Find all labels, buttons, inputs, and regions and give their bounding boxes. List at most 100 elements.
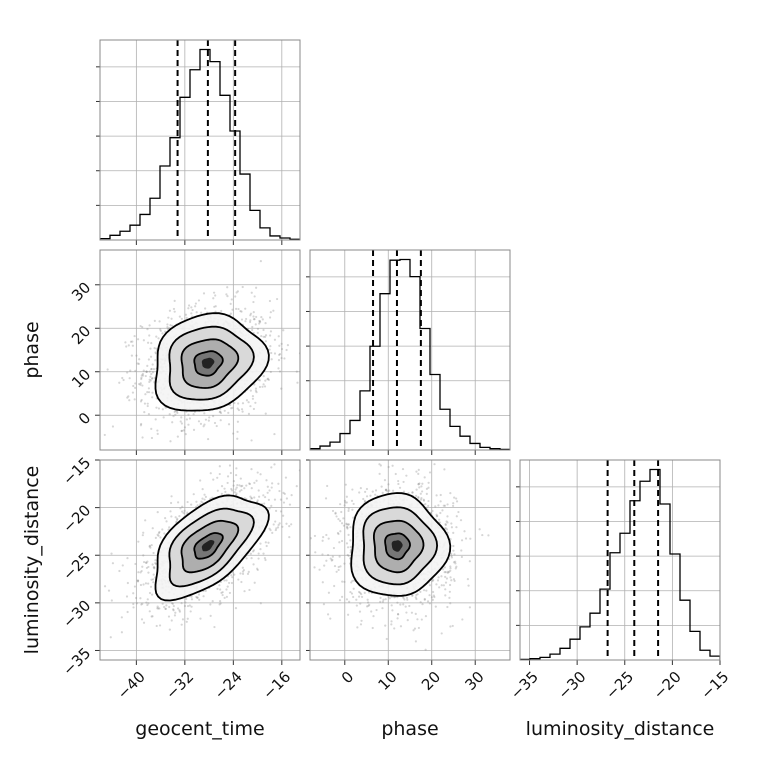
sample-point (258, 385, 262, 389)
sample-point (347, 507, 350, 510)
sample-point (145, 370, 148, 373)
sample-point (278, 489, 281, 493)
sample-point (417, 626, 420, 630)
sample-point (109, 636, 112, 639)
sample-point (342, 524, 346, 527)
sample-point (412, 629, 415, 632)
sample-point (157, 531, 161, 535)
sample-point (191, 308, 194, 312)
sample-point (169, 510, 172, 513)
sample-point (247, 412, 251, 415)
sample-point (103, 585, 107, 588)
sample-point (136, 579, 139, 582)
sample-point (132, 606, 135, 609)
sample-point (151, 615, 154, 618)
sample-point (219, 602, 222, 605)
sample-point (481, 533, 484, 537)
sample-point (166, 326, 169, 329)
sample-point (414, 596, 417, 599)
sample-point (401, 467, 405, 471)
sample-point (358, 590, 361, 594)
sample-point (256, 568, 259, 572)
sample-point (288, 503, 292, 506)
sample-point (278, 353, 281, 356)
sample-point (245, 484, 248, 487)
sample-point (262, 328, 265, 332)
sample-point (433, 463, 436, 466)
sample-point (448, 570, 451, 573)
sample-point (145, 370, 148, 374)
sample-point (271, 482, 274, 485)
sample-point (126, 557, 129, 560)
sample-point (415, 593, 418, 597)
sample-point (211, 496, 214, 499)
y-tick-label: −25 (59, 549, 94, 584)
sample-point (147, 565, 150, 569)
marginal-panel-phase (306, 249, 511, 455)
sample-point (141, 436, 144, 439)
histogram-bar (460, 436, 470, 450)
sample-point (140, 569, 143, 573)
x-tick-label: −32 (162, 668, 197, 703)
sample-point (442, 584, 445, 587)
sample-point (129, 369, 132, 372)
sample-point (159, 329, 162, 333)
sample-point (313, 534, 317, 538)
sample-point (265, 479, 268, 482)
sample-point (369, 494, 372, 497)
sample-point (341, 595, 344, 598)
sample-point (423, 476, 426, 479)
sample-point (411, 593, 414, 597)
sample-point (371, 626, 374, 630)
sample-point (275, 297, 279, 301)
sample-point (455, 565, 458, 568)
sample-point (444, 581, 448, 584)
sample-point (171, 324, 174, 327)
sample-point (161, 602, 164, 605)
sample-point (346, 553, 349, 557)
sample-point (215, 424, 218, 428)
sample-point (250, 496, 253, 500)
sample-point (141, 325, 144, 329)
sample-point (131, 391, 135, 394)
sample-point (278, 522, 281, 525)
sample-point (251, 397, 255, 400)
sample-point (417, 495, 420, 499)
sample-point (199, 422, 203, 425)
sample-point (441, 568, 445, 571)
sample-point (173, 310, 176, 313)
histogram-bar (160, 166, 170, 240)
sample-point (295, 588, 297, 590)
sample-point (146, 341, 150, 344)
sample-point (141, 372, 144, 376)
sample-point (441, 509, 444, 512)
sample-point (364, 490, 367, 493)
sample-point (230, 298, 233, 301)
sample-point (152, 573, 155, 576)
sample-point (148, 544, 151, 547)
sample-point (403, 598, 406, 601)
sample-point (186, 500, 189, 504)
sample-point (351, 508, 354, 511)
sample-point (415, 494, 418, 498)
sample-point (385, 637, 388, 641)
sample-point (386, 490, 389, 493)
sample-point (201, 488, 204, 491)
sample-point (121, 564, 124, 567)
sample-point (384, 598, 387, 601)
sample-point (273, 352, 277, 355)
sample-point (439, 500, 442, 503)
sample-point (345, 522, 348, 525)
sample-point (161, 408, 164, 411)
sample-point (433, 595, 436, 599)
sample-point (267, 498, 270, 501)
sample-point (185, 316, 188, 319)
sample-point (240, 485, 243, 488)
sample-point (406, 598, 409, 601)
sample-point (381, 607, 384, 610)
sample-point (240, 408, 244, 411)
sample-point (343, 504, 346, 507)
contour-line (180, 338, 240, 389)
sample-point (140, 603, 143, 606)
sample-point (220, 591, 223, 594)
